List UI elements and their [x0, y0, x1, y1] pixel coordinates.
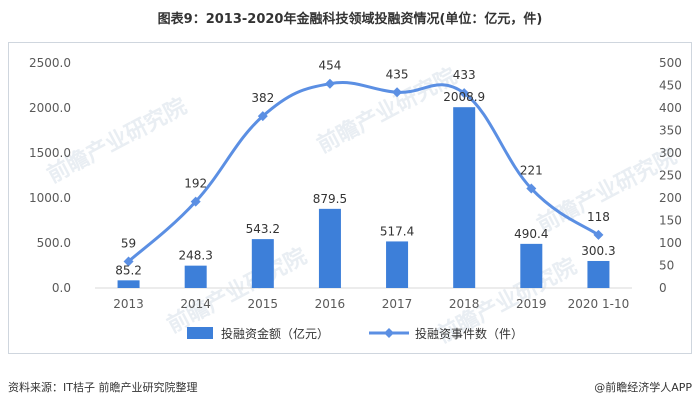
- line-point: [123, 256, 134, 267]
- line-value-label: 221: [520, 164, 543, 178]
- x-tick-label: 2017: [382, 297, 413, 311]
- y-left-tick-label: 500.0: [37, 236, 71, 250]
- y-right-tick-label: 400: [659, 101, 682, 115]
- bar: [184, 265, 207, 288]
- brand-note: @前瞻经济学人APP: [594, 381, 692, 394]
- y-right-tick-label: 0: [659, 281, 667, 295]
- line-series: [127, 81, 600, 263]
- bar: [251, 239, 274, 288]
- y-left-tick-label: 2000.0: [29, 101, 71, 115]
- bar: [453, 107, 476, 288]
- y-right-tick-label: 50: [659, 259, 674, 273]
- x-tick-label: 2013: [113, 297, 144, 311]
- y-left-tick-label: 0.0: [52, 281, 71, 295]
- line-point: [459, 88, 470, 99]
- line-point: [593, 229, 604, 240]
- x-tick-label: 2014: [180, 297, 211, 311]
- x-tick-label: 2018: [449, 297, 480, 311]
- bar-value-label: 248.3: [179, 249, 213, 263]
- legend-label-bar: 投融资金额（亿元）: [221, 326, 329, 341]
- bar: [386, 241, 409, 288]
- line-value-label: 433: [453, 68, 476, 82]
- bar: [520, 243, 543, 288]
- y-right-tick-label: 150: [659, 214, 682, 228]
- y-right-tick-label: 200: [659, 191, 682, 205]
- y-right-tick-label: 100: [659, 236, 682, 250]
- line-point: [526, 183, 537, 194]
- line-value-label: 118: [587, 210, 610, 224]
- combo-chart: 0.0 500.0 1000.0 1500.0 2000.0 2500.0 0 50 100 15…: [29, 56, 682, 341]
- y-right-tick-label: 500: [659, 56, 682, 70]
- bar: [117, 280, 140, 288]
- line-value-label: 435: [386, 67, 409, 81]
- y-left-tick-label: 2500.0: [29, 56, 71, 70]
- line-value-label: 454: [318, 59, 341, 73]
- chart-title: 图表9：2013-2020年金融科技领域投融资情况(单位：亿元，件): [157, 12, 543, 27]
- line-point: [257, 111, 268, 122]
- legend-marker-line: [384, 328, 394, 338]
- x-tick-label: 2019: [516, 297, 547, 311]
- bar-value-label: 85.2: [115, 263, 142, 277]
- x-tick-label: 2015: [248, 297, 279, 311]
- line-point: [392, 87, 403, 98]
- y-left-tick-label: 1000.0: [29, 191, 71, 205]
- bar-value-label: 300.3: [581, 244, 615, 258]
- legend-label-line: 投融资事件数（件）: [415, 326, 523, 341]
- y-right-tick-label: 300: [659, 146, 682, 160]
- source-note: 资料来源：IT桔子 前瞻产业研究院整理: [8, 381, 198, 394]
- y-left-tick-label: 1500.0: [29, 146, 71, 160]
- line-value-label: 382: [251, 91, 274, 105]
- bar: [587, 260, 610, 288]
- bar-value-label: 543.2: [246, 222, 280, 236]
- bar-value-label: 879.5: [313, 192, 347, 206]
- chart-frame: 前瞻产业研究院 前瞻产业研究院 前瞻产业研究院 前瞻产业研究院 前瞻产业研究院 …: [8, 42, 692, 354]
- line-value-label: 59: [121, 236, 136, 250]
- bar-value-label: 517.4: [380, 224, 414, 238]
- x-tick-label: 2020 1-10: [568, 297, 630, 311]
- bar: [318, 208, 341, 288]
- bar-value-label: 490.4: [514, 227, 548, 241]
- line-point: [324, 78, 335, 89]
- bar-value-label: 2008.9: [443, 90, 485, 104]
- legend-swatch-bar: [187, 327, 213, 339]
- line-value-label: 192: [184, 177, 207, 191]
- x-tick-label: 2016: [315, 297, 346, 311]
- y-right-tick-label: 350: [659, 124, 682, 138]
- line-point: [190, 196, 201, 207]
- y-right-tick-label: 250: [659, 169, 682, 183]
- y-right-tick-label: 450: [659, 79, 682, 93]
